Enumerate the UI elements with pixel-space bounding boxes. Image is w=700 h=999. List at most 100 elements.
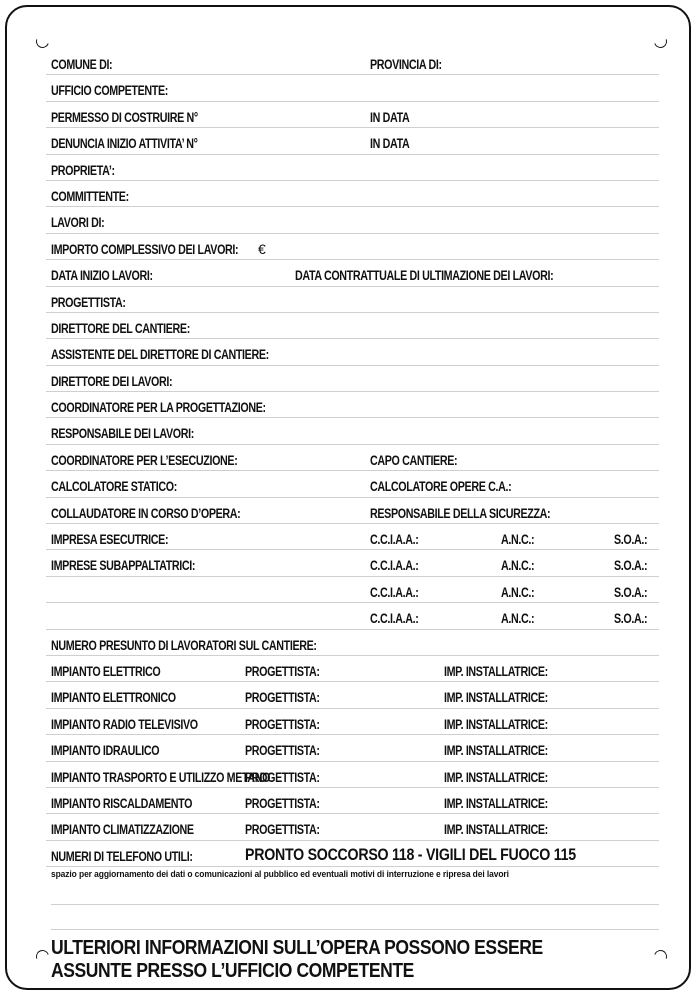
label-soa: S.O.A.: <box>614 584 648 600</box>
label-in-data-denuncia: IN DATA <box>370 136 410 152</box>
label-data-ultimazione-lavori: DATA CONTRATTUALE DI ULTIMAZIONE DEI LAV… <box>295 268 554 284</box>
label-responsabile-lavori: RESPONSABILE DEI LAVORI: <box>51 426 194 442</box>
label-impresa-esecutrice: IMPRESA ESECUTRICE: <box>51 532 169 548</box>
label-anc: A.N.C.: <box>501 558 535 574</box>
label-impianto-climatizzazione: IMPIANTO CLIMATIZZAZIONE <box>51 822 194 838</box>
label-progettista-impianto: PROGETTISTA: <box>245 690 320 706</box>
row-impianto-riscaldamento: IMPIANTO RISCALDAMENTO PROGETTISTA: IMP.… <box>46 788 659 815</box>
blank-write-line <box>51 929 659 930</box>
row-denuncia-inizio-attivita: DENUNCIA INIZIO ATTIVITA’ N° IN DATA <box>46 128 659 155</box>
row-impianto-elettronico: IMPIANTO ELETTRONICO PROGETTISTA: IMP. I… <box>46 682 659 709</box>
row-coordinatore-progettazione: COORDINATORE PER LA PROGETTAZIONE: <box>46 392 659 419</box>
mounting-hole-icon <box>651 947 670 966</box>
label-calcolatore-statico: CALCOLATORE STATICO: <box>51 479 177 495</box>
label-impianto-radio-televisivo: IMPIANTO RADIO TELEVISIVO <box>51 716 198 732</box>
label-impresa-installatrice: IMP. INSTALLATRICE: <box>444 663 548 679</box>
label-progettista-impianto: PROGETTISTA: <box>245 716 320 732</box>
label-committente: COMMITTENTE: <box>51 188 129 204</box>
row-proprieta: PROPRIETA’: <box>46 155 659 181</box>
euro-symbol: € <box>258 241 266 258</box>
label-cciaa: C.C.I.A.A.: <box>370 558 419 574</box>
label-collaudatore-corso-opera: COLLAUDATORE IN CORSO D’OPERA: <box>51 505 241 521</box>
label-ufficio-competente: UFFICIO COMPETENTE: <box>51 83 168 99</box>
row-ufficio-competente: UFFICIO COMPETENTE: <box>46 75 659 102</box>
row-numeri-telefono-utili: NUMERI DI TELEFONO UTILI: PRONTO SOCCORS… <box>46 841 659 868</box>
row-direttore-lavori: DIRETTORE DEI LAVORI: <box>46 366 659 393</box>
label-capo-cantiere: CAPO CANTIERE: <box>370 452 458 468</box>
label-provincia: PROVINCIA DI: <box>370 56 442 72</box>
row-impresa-esecutrice: IMPRESA ESECUTRICE: C.C.I.A.A.: A.N.C.: … <box>46 524 659 551</box>
mounting-hole-icon <box>33 947 52 966</box>
label-progettista-impianto: PROGETTISTA: <box>245 769 320 785</box>
label-impianto-elettrico: IMPIANTO ELETTRICO <box>51 663 161 679</box>
emergency-numbers-value: PRONTO SOCCORSO 118 - VIGILI DEL FUOCO 1… <box>245 845 576 864</box>
label-impresa-installatrice: IMP. INSTALLATRICE: <box>444 690 548 706</box>
mounting-hole-icon <box>33 32 52 51</box>
row-importo-complessivo: IMPORTO COMPLESSIVO DEI LAVORI: € <box>46 234 659 261</box>
label-impianto-idraulico: IMPIANTO IDRAULICO <box>51 743 160 759</box>
label-assistente-direttore-cantiere: ASSISTENTE DEL DIRETTORE DI CANTIERE: <box>51 347 269 363</box>
label-impresa-installatrice: IMP. INSTALLATRICE: <box>444 716 548 732</box>
label-progettista-impianto: PROGETTISTA: <box>245 822 320 838</box>
label-denuncia-inizio-attivita: DENUNCIA INIZIO ATTIVITA’ N° <box>51 136 198 152</box>
label-impresa-installatrice: IMP. INSTALLATRICE: <box>444 769 548 785</box>
label-permesso-costruire: PERMESSO DI COSTRUIRE N° <box>51 109 198 125</box>
blank-write-line <box>51 904 659 905</box>
label-cciaa: C.C.I.A.A.: <box>370 611 419 627</box>
label-impresa-installatrice: IMP. INSTALLATRICE: <box>444 795 548 811</box>
label-importo-complessivo: IMPORTO COMPLESSIVO DEI LAVORI: <box>51 241 239 257</box>
row-data-inizio-lavori: DATA INIZIO LAVORI: DATA CONTRATTUALE DI… <box>46 260 659 287</box>
row-impianto-metano: IMPIANTO TRASPORTO E UTILIZZO METANO PRO… <box>46 762 659 788</box>
label-progettista: PROGETTISTA: <box>51 294 126 310</box>
label-coordinatore-esecuzione: COORDINATORE PER L’ESECUZIONE: <box>51 452 238 468</box>
row-impianto-idraulico: IMPIANTO IDRAULICO PROGETTISTA: IMP. INS… <box>46 735 659 762</box>
label-in-data-permesso: IN DATA <box>370 109 410 125</box>
form-rows: COMUNE DI: PROVINCIA DI: UFFICIO COMPETE… <box>46 49 659 868</box>
label-progettista-impianto: PROGETTISTA: <box>245 663 320 679</box>
label-soa: S.O.A.: <box>614 558 648 574</box>
row-impianto-elettrico: IMPIANTO ELETTRICO PROGETTISTA: IMP. INS… <box>46 656 659 683</box>
label-numero-lavoratori: NUMERO PRESUNTO DI LAVORATORI SUL CANTIE… <box>51 637 317 653</box>
row-committente: COMMITTENTE: <box>46 181 659 208</box>
row-calcolatore-statico: CALCOLATORE STATICO: CALCOLATORE OPERE C… <box>46 471 659 498</box>
label-responsabile-sicurezza: RESPONSABILE DELLA SICUREZZA: <box>370 505 551 521</box>
label-direttore-cantiere: DIRETTORE DEL CANTIERE: <box>51 320 190 336</box>
label-progettista-impianto: PROGETTISTA: <box>245 743 320 759</box>
mounting-hole-icon <box>651 32 670 51</box>
row-imprese-subappaltatrici: IMPRESE SUBAPPALTATRICI: C.C.I.A.A.: A.N… <box>46 550 659 577</box>
label-impresa-installatrice: IMP. INSTALLATRICE: <box>444 743 548 759</box>
label-impianto-metano: IMPIANTO TRASPORTO E UTILIZZO METANO <box>51 769 271 785</box>
label-lavori-di: LAVORI DI: <box>51 215 105 231</box>
row-comune: COMUNE DI: PROVINCIA DI: <box>46 49 659 76</box>
label-cciaa: C.C.I.A.A.: <box>370 584 419 600</box>
update-space-note: spazio per aggiornamento dei dati o comu… <box>51 869 509 879</box>
row-progettista: PROGETTISTA: <box>46 287 659 313</box>
label-numeri-telefono-utili: NUMERI DI TELEFONO UTILI: <box>51 848 193 864</box>
sign-board: COMUNE DI: PROVINCIA DI: UFFICIO COMPETE… <box>5 5 691 990</box>
label-cciaa: C.C.I.A.A.: <box>370 532 419 548</box>
label-calcolatore-opere-ca: CALCOLATORE OPERE C.A.: <box>370 479 512 495</box>
label-comune: COMUNE DI: <box>51 56 113 72</box>
label-impresa-installatrice: IMP. INSTALLATRICE: <box>444 822 548 838</box>
row-permesso-costruire: PERMESSO DI COSTRUIRE N° IN DATA <box>46 102 659 129</box>
footer-notice: ULTERIORI INFORMAZIONI SULL’OPERA POSSON… <box>51 936 543 982</box>
row-numero-lavoratori: NUMERO PRESUNTO DI LAVORATORI SUL CANTIE… <box>46 630 659 656</box>
label-coordinatore-progettazione: COORDINATORE PER LA PROGETTAZIONE: <box>51 400 266 416</box>
row-coordinatore-esecuzione: COORDINATORE PER L’ESECUZIONE: CAPO CANT… <box>46 445 659 472</box>
label-impianto-riscaldamento: IMPIANTO RISCALDAMENTO <box>51 795 193 811</box>
row-collaudatore-corso-opera: COLLAUDATORE IN CORSO D’OPERA: RESPONSAB… <box>46 498 659 525</box>
row-impianto-radio-televisivo: IMPIANTO RADIO TELEVISIVO PROGETTISTA: I… <box>46 709 659 736</box>
row-assistente-direttore-cantiere: ASSISTENTE DEL DIRETTORE DI CANTIERE: <box>46 339 659 366</box>
label-direttore-lavori: DIRETTORE DEI LAVORI: <box>51 373 173 389</box>
row-responsabile-lavori: RESPONSABILE DEI LAVORI: <box>46 418 659 445</box>
row-subappaltatrice-extra: C.C.I.A.A.: A.N.C.: S.O.A.: <box>46 603 659 630</box>
row-subappaltatrice-extra: C.C.I.A.A.: A.N.C.: S.O.A.: <box>46 577 659 604</box>
label-impianto-elettronico: IMPIANTO ELETTRONICO <box>51 690 176 706</box>
label-anc: A.N.C.: <box>501 584 535 600</box>
row-direttore-cantiere: DIRETTORE DEL CANTIERE: <box>46 313 659 340</box>
label-soa: S.O.A.: <box>614 611 648 627</box>
label-proprieta: PROPRIETA’: <box>51 162 115 178</box>
label-data-inizio-lavori: DATA INIZIO LAVORI: <box>51 268 153 284</box>
label-imprese-subappaltatrici: IMPRESE SUBAPPALTATRICI: <box>51 558 196 574</box>
label-soa: S.O.A.: <box>614 532 648 548</box>
